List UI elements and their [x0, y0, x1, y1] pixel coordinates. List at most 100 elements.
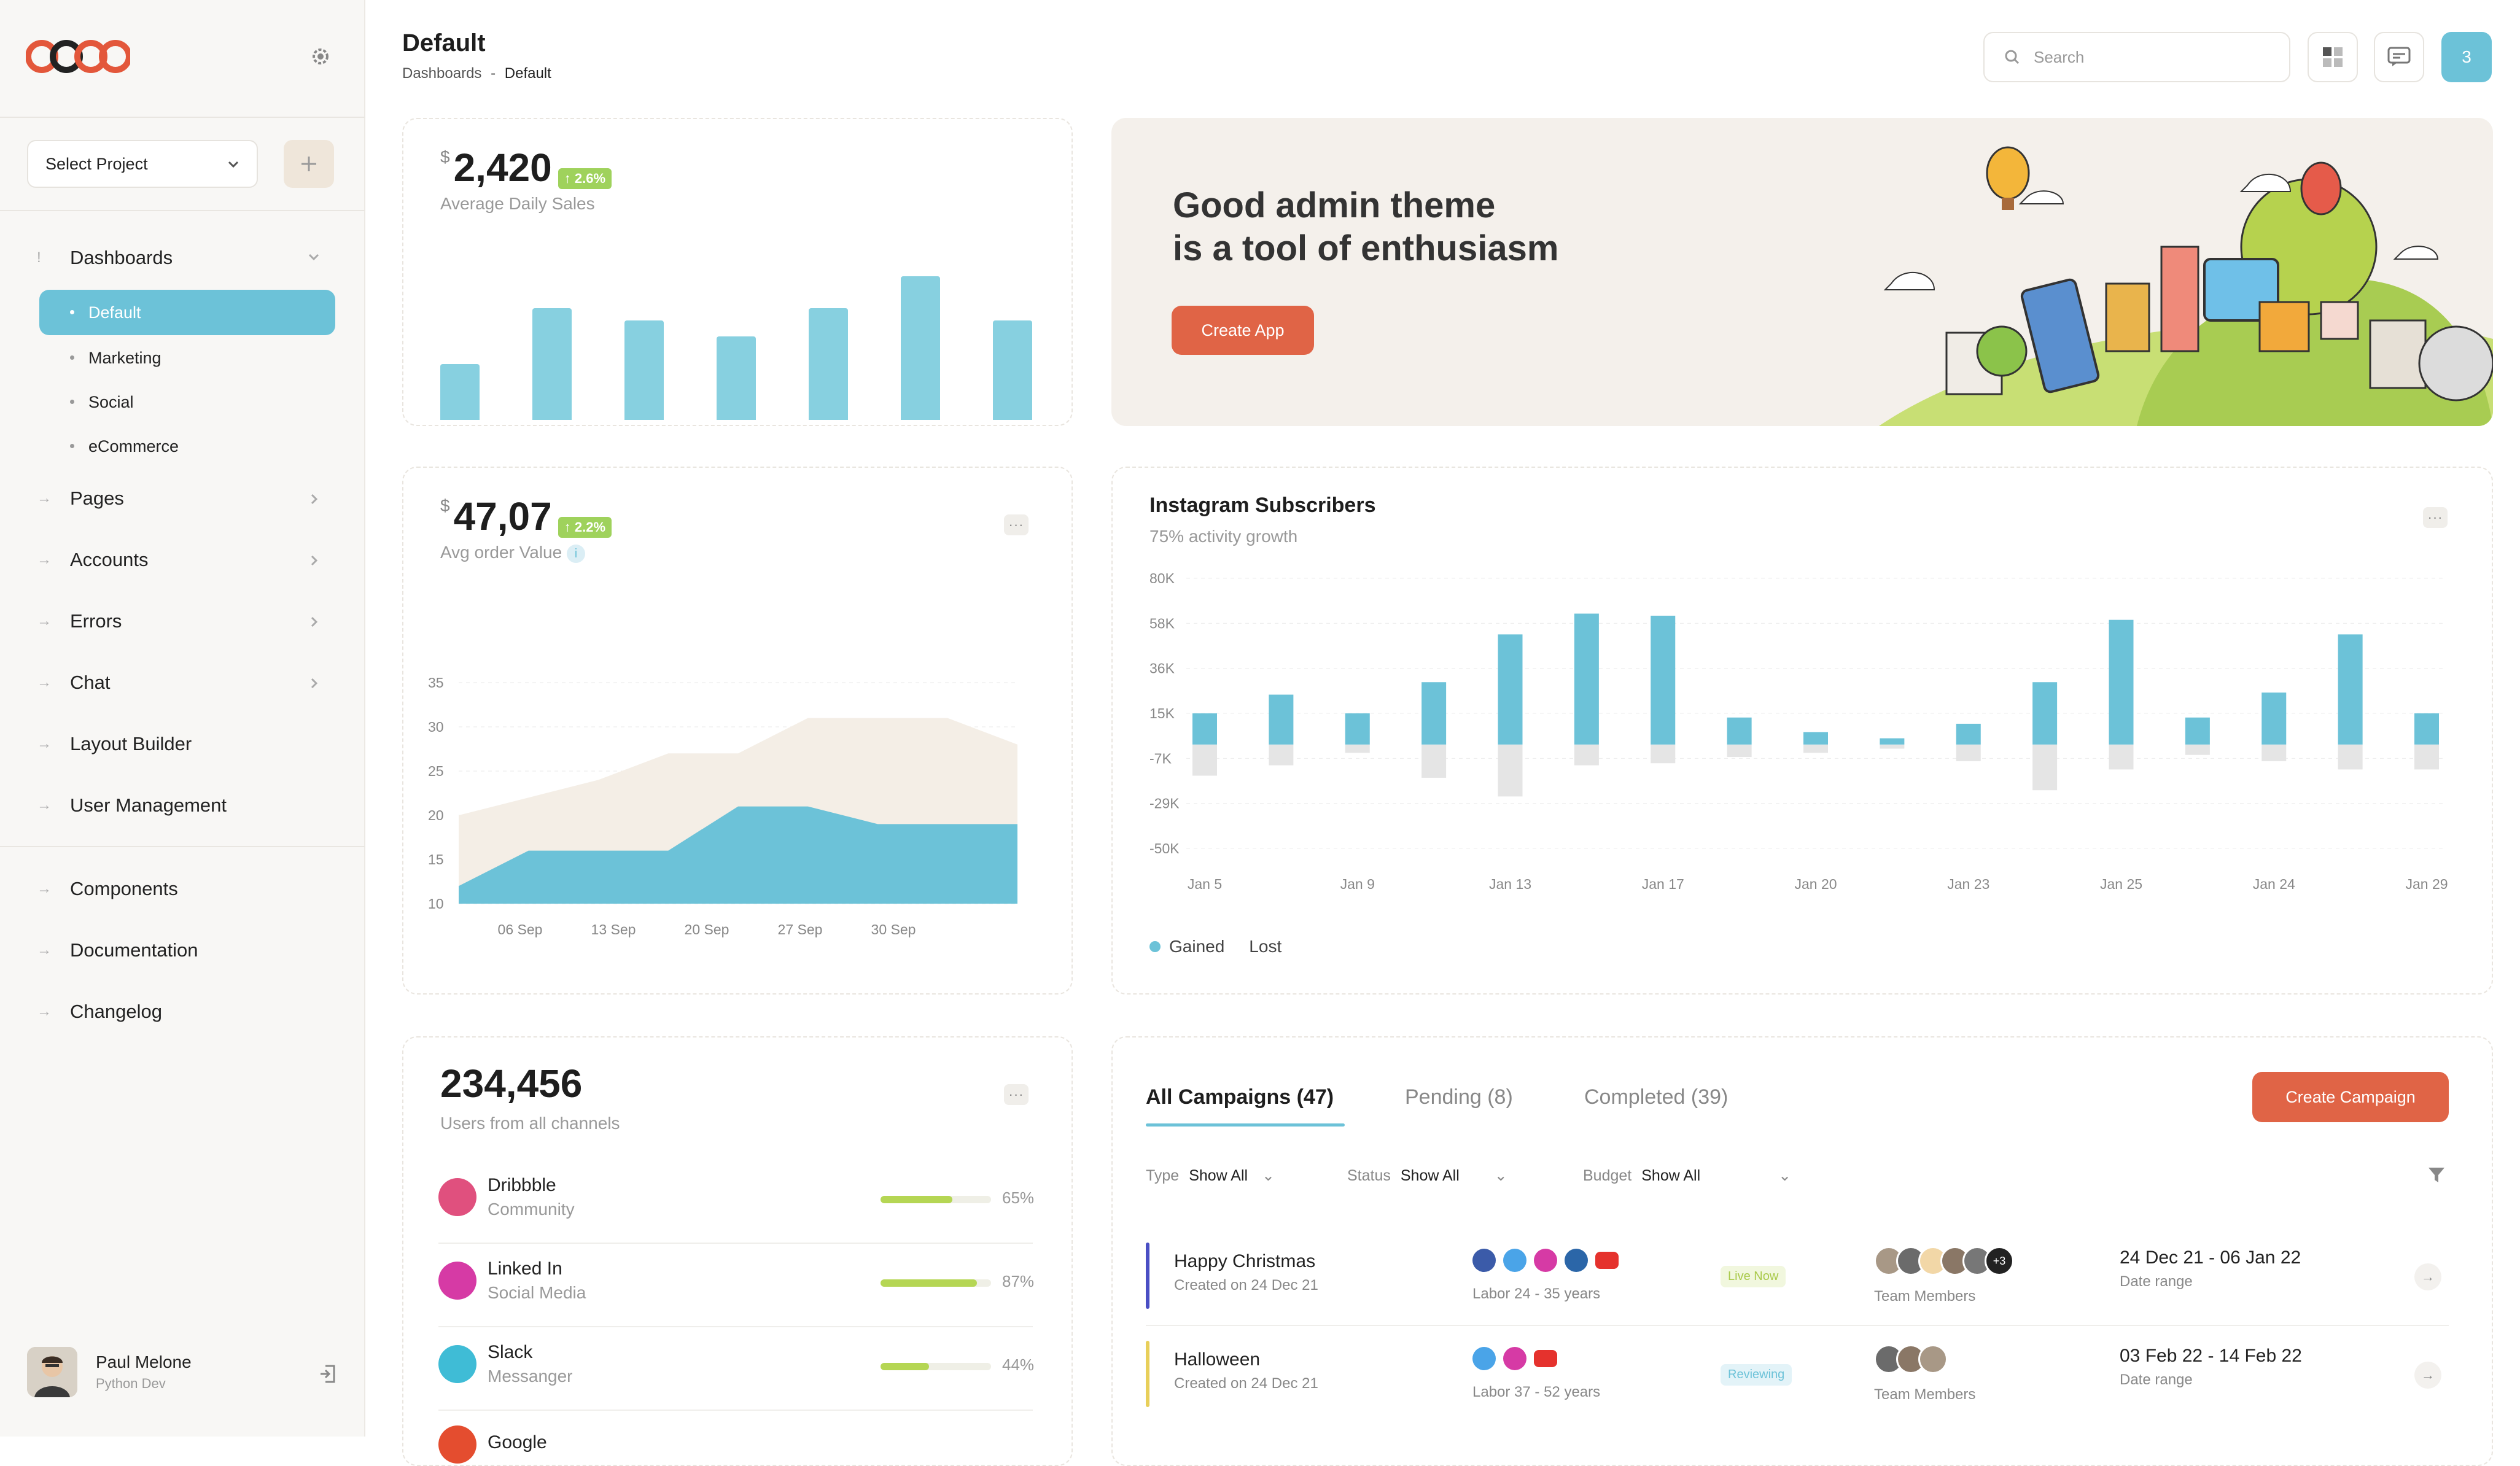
create-campaign-button[interactable]: Create Campaign [2252, 1072, 2449, 1122]
social-icons [1472, 1347, 1557, 1370]
bar-gained [2032, 682, 2058, 745]
channel-row[interactable]: Slack Messanger [438, 1342, 573, 1386]
nav-documentation[interactable]: → Documentation [37, 939, 198, 961]
x-tick-label: 13 Sep [591, 921, 636, 937]
campaign-audience: Labor 24 - 35 years [1472, 1286, 1601, 1302]
apps-button[interactable] [2308, 32, 2358, 82]
channel-row[interactable]: Dribbble Community [438, 1175, 575, 1219]
more-options-button[interactable]: ··· [2423, 507, 2448, 528]
campaign-row[interactable]: Happy Christmas Created on 24 Dec 21 [1174, 1251, 1318, 1294]
subnav-social[interactable]: Social [39, 379, 335, 425]
bar-gained [1803, 732, 1828, 745]
arrow-right-icon: → [37, 880, 52, 897]
row-arrow-icon[interactable]: → [2414, 1362, 2441, 1389]
grid-icon [2323, 47, 2343, 67]
arrow-right-icon: → [37, 942, 52, 958]
sales-bar [532, 308, 572, 420]
y-tick-label: 58K [1149, 615, 1175, 631]
subnav-marketing[interactable]: Marketing [39, 335, 335, 381]
campaign-row[interactable]: Halloween Created on 24 Dec 21 [1174, 1349, 1318, 1392]
tab-completed[interactable]: Completed (39) [1584, 1085, 1729, 1109]
y-tick-label: -7K [1149, 750, 1172, 766]
channel-progress [881, 1279, 991, 1287]
filter-status[interactable]: Status Show All ⌄ [1347, 1166, 1507, 1185]
banner-line-1: Good admin theme [1173, 185, 1496, 225]
breadcrumb-root[interactable]: Dashboards [402, 65, 482, 82]
legend-gained[interactable]: Gained [1169, 937, 1225, 956]
x-tick-label: 06 Sep [498, 921, 543, 937]
filter-icon[interactable] [2427, 1165, 2446, 1185]
chevron-down-icon: ⌄ [1262, 1167, 1275, 1184]
channel-type: Social Media [488, 1283, 586, 1302]
messages-button[interactable] [2374, 32, 2424, 82]
team-members-label: Team Members [1874, 1288, 1976, 1305]
bar-lost [2109, 744, 2134, 770]
team-members-label: Team Members [1874, 1386, 1976, 1403]
project-select-label: Select Project [45, 154, 148, 173]
avg-daily-sales-card: $2,420 ↑ 2.6% Average Daily Sales [402, 118, 1073, 426]
users-channels-card: 234,456 Users from all channels ··· [402, 1036, 1073, 1466]
x-tick-label: Jan 24 [2253, 876, 2295, 892]
channel-icon [438, 1178, 476, 1216]
bar-gained [1727, 717, 1752, 745]
sales-bar [809, 308, 848, 420]
add-project-button[interactable] [284, 140, 334, 188]
row-arrow-icon[interactable]: → [2414, 1263, 2441, 1290]
city-illustration [1879, 146, 2493, 426]
filter-budget[interactable]: Budget Show All ⌄ [1583, 1166, 1791, 1185]
subnav-ecommerce[interactable]: eCommerce [39, 424, 335, 469]
date-range-label: Date range [2120, 1371, 2193, 1388]
chevron-right-icon [311, 494, 318, 505]
nav-chat[interactable]: → Chat [37, 672, 318, 694]
tab-pending[interactable]: Pending (8) [1405, 1085, 1513, 1109]
avatar-overflow-count: +3 [1985, 1246, 2014, 1276]
tab-all-campaigns[interactable]: All Campaigns (47) [1146, 1085, 1334, 1109]
campaign-name: Halloween [1174, 1349, 1261, 1370]
bar-lost [2185, 744, 2210, 755]
filter-type[interactable]: Type Show All ⌄ [1146, 1166, 1275, 1185]
bar-lost [1192, 744, 1217, 776]
gear-icon[interactable] [311, 47, 330, 66]
nav-changelog[interactable]: → Changelog [37, 1001, 162, 1023]
currency-symbol: $ [440, 147, 450, 166]
bar-gained [1651, 615, 1676, 745]
legend-lost[interactable]: Lost [1249, 937, 1282, 956]
bar-lost [1651, 744, 1676, 764]
user-name: Paul Melone [96, 1352, 192, 1371]
subnav-label: eCommerce [88, 436, 179, 456]
info-icon[interactable]: i [566, 544, 585, 563]
user-profile[interactable]: Paul Melone Python Dev [27, 1347, 192, 1397]
channel-row[interactable]: Linked In Social Media [438, 1259, 586, 1303]
search-input[interactable]: Search [1983, 32, 2290, 82]
notification-count: 3 [2462, 47, 2471, 66]
nav-accounts[interactable]: → Accounts [37, 549, 318, 571]
x-tick-label: Jan 5 [1188, 876, 1222, 892]
subnav-label: Default [88, 303, 141, 322]
channel-progress [881, 1196, 991, 1203]
channel-icon [438, 1425, 476, 1464]
good-logo[interactable] [25, 39, 132, 77]
plus-icon [301, 157, 316, 171]
create-app-button[interactable]: Create App [1172, 306, 1314, 355]
page-title: Default [402, 29, 486, 56]
notifications-button[interactable]: 3 [2441, 32, 2492, 82]
subnav-default[interactable]: Default [39, 290, 335, 335]
chevron-down-icon: ⌄ [1778, 1167, 1792, 1184]
bar-gained [2261, 692, 2287, 745]
more-options-button[interactable]: ··· [1004, 514, 1029, 535]
nav-components[interactable]: → Components [37, 878, 178, 900]
nav-pages[interactable]: → Pages [37, 487, 318, 510]
bar-lost [2261, 744, 2287, 761]
logout-icon[interactable] [318, 1364, 336, 1387]
banner-headline: Good admin theme is a tool of enthusiasm [1173, 184, 1558, 270]
more-options-button[interactable]: ··· [1004, 1084, 1029, 1105]
nav-user-management[interactable]: → User Management [37, 794, 227, 816]
project-select[interactable]: Select Project [27, 140, 258, 188]
nav-dashboards[interactable]: ! Dashboards [37, 247, 319, 269]
chevron-right-icon [311, 616, 318, 627]
y-tick-label: 20 [428, 807, 444, 823]
active-tab-indicator [1146, 1123, 1345, 1127]
nav-layout-builder[interactable]: → Layout Builder [37, 733, 192, 755]
nav-errors[interactable]: → Errors [37, 610, 318, 632]
channel-row[interactable]: Google [438, 1425, 547, 1464]
